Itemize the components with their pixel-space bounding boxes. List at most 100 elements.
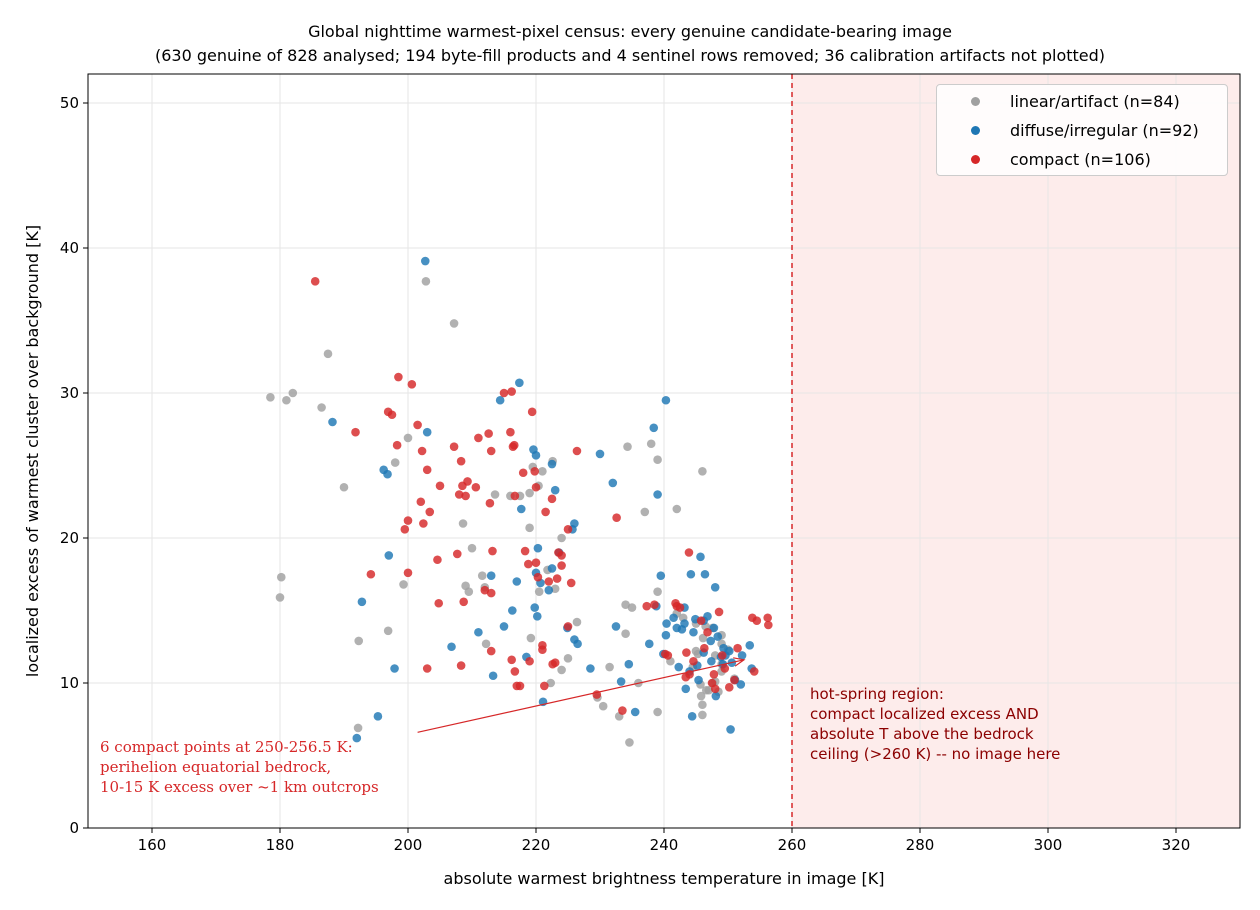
data-point [724,683,734,692]
data-point [709,670,719,679]
legend-label-compact: compact (n=106) [1010,149,1151,169]
data-point [488,546,497,556]
data-point [624,659,634,669]
data-point [550,658,560,667]
data-point [383,469,392,479]
data-point [706,636,716,646]
data-point [650,600,659,609]
data-point [447,642,456,652]
data-point [454,490,464,499]
data-point [510,667,520,676]
data-point [524,559,533,569]
data-point [400,525,410,534]
data-point [710,684,720,694]
data-point [357,597,367,607]
data-point [672,504,682,514]
data-point [726,725,735,734]
x-tick-label: 240 [650,836,679,854]
data-point [547,494,557,504]
legend-label-linear: linear/artifact (n=84) [1010,91,1180,111]
y-tick-label: 40 [60,239,79,257]
data-point [681,684,691,694]
data-point [531,558,541,567]
data-point [611,622,621,631]
x-tick-label: 220 [522,836,551,854]
data-point [352,733,362,743]
data-point [763,613,772,623]
data-point [288,388,298,398]
data-point [547,459,557,469]
legend-label-diffuse: diffuse/irregular (n=92) [1010,120,1199,140]
data-point [456,456,466,466]
data-point [644,639,654,649]
data-point [720,664,730,673]
annotation-arrow-head [733,657,746,667]
data-point [703,627,712,637]
data-point [717,651,727,660]
data-point [403,433,413,443]
legend-item-linear: linear/artifact (n=84) [951,90,1180,112]
data-point [512,577,522,586]
data-point [534,587,544,596]
data-point [605,662,614,672]
data-point [499,388,509,398]
data-point [557,533,566,543]
data-point [563,654,573,663]
data-point [661,630,671,640]
data-point [390,458,400,467]
data-points [266,256,773,747]
data-point [351,427,360,437]
data-point [698,467,707,476]
data-point [538,467,547,476]
data-point [317,403,326,412]
data-point [532,612,542,621]
data-point [417,446,427,456]
data-point [461,491,470,501]
data-point [680,619,689,628]
data-point [515,378,524,388]
data-point [433,555,442,565]
data-point [419,519,428,528]
bedrock-annotation: 6 compact points at 250-256.5 K: perihel… [100,738,379,796]
data-point [710,583,720,592]
data-point [515,681,525,691]
data-point [616,677,626,686]
y-tick-label: 20 [60,529,79,547]
data-point [384,551,394,560]
chart-title: Global nighttime warmest-pixel census: e… [308,22,952,41]
data-point [525,488,534,498]
data-point [533,543,543,553]
data-point [621,600,630,609]
data-point [480,585,490,595]
data-point [662,619,671,628]
y-tick-label: 50 [60,94,79,112]
data-point [526,633,536,643]
data-point [435,481,445,491]
data-point [653,455,662,465]
data-point [687,712,697,721]
data-point [573,639,582,649]
data-point [544,577,554,586]
data-point [612,513,621,522]
data-point [714,607,724,617]
data-point [608,478,618,488]
legend: linear/artifact (n=84) diffuse/irregular… [936,84,1228,176]
x-tick-label: 300 [1034,836,1063,854]
data-point [507,655,516,665]
data-point [737,651,747,660]
data-point [456,661,466,670]
data-point [700,569,710,579]
data-point [530,467,540,476]
data-point [490,490,500,499]
x-tick-label: 200 [394,836,423,854]
axis-ticks: 160 180 200 220 240 260 280 300 320 0 10 20 30 40 50 [60,94,1190,854]
data-point [516,504,526,514]
data-point [485,498,495,508]
data-point [698,710,707,720]
data-point [510,491,520,501]
data-point [689,656,698,666]
data-point [266,393,275,402]
hot-spring-shaded-region [792,74,1240,828]
x-tick-label: 160 [138,836,167,854]
x-tick-label: 280 [906,836,935,854]
